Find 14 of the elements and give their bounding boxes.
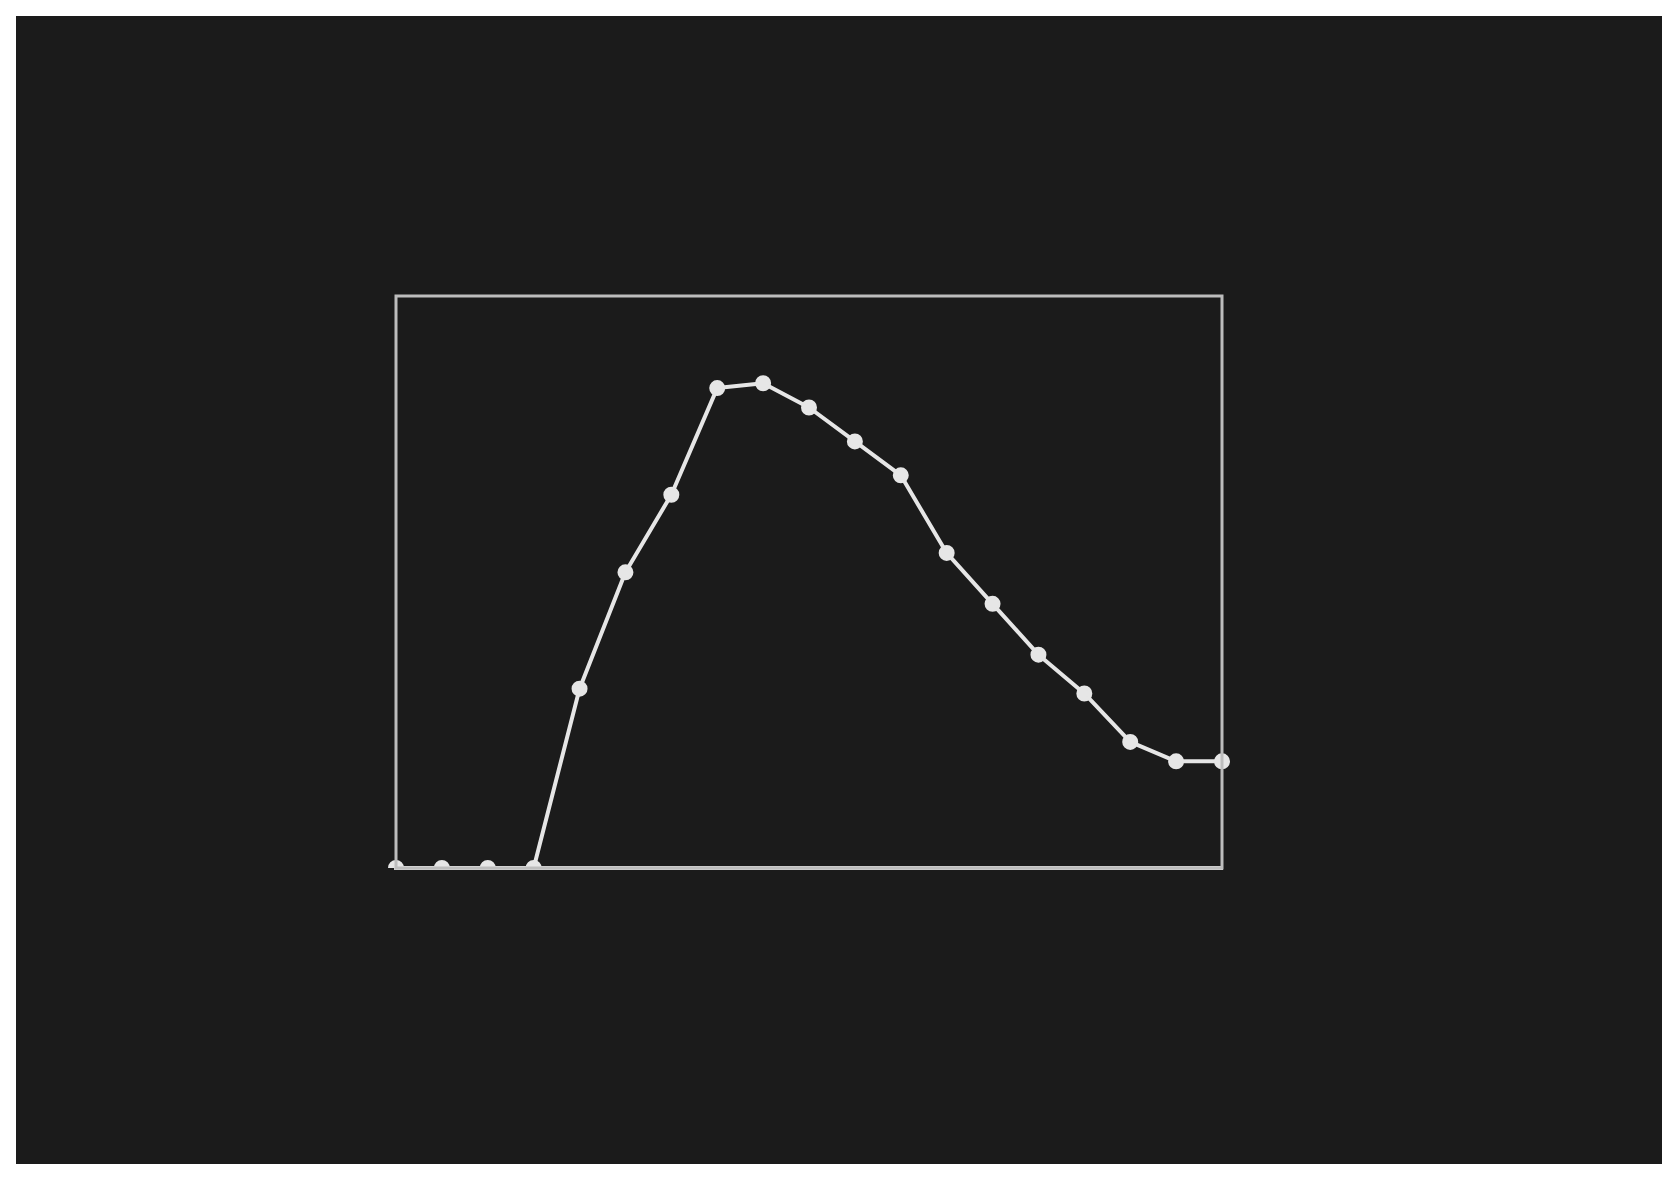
point [709, 380, 726, 397]
point [1030, 646, 1047, 663]
point [892, 467, 909, 484]
point [755, 375, 772, 392]
point [1122, 733, 1139, 750]
point [801, 399, 817, 416]
point [663, 486, 680, 503]
point [571, 680, 588, 697]
point [846, 433, 863, 450]
point [1168, 753, 1185, 770]
point [984, 595, 1001, 612]
point [1076, 685, 1093, 702]
point [617, 564, 634, 581]
point [938, 544, 955, 561]
